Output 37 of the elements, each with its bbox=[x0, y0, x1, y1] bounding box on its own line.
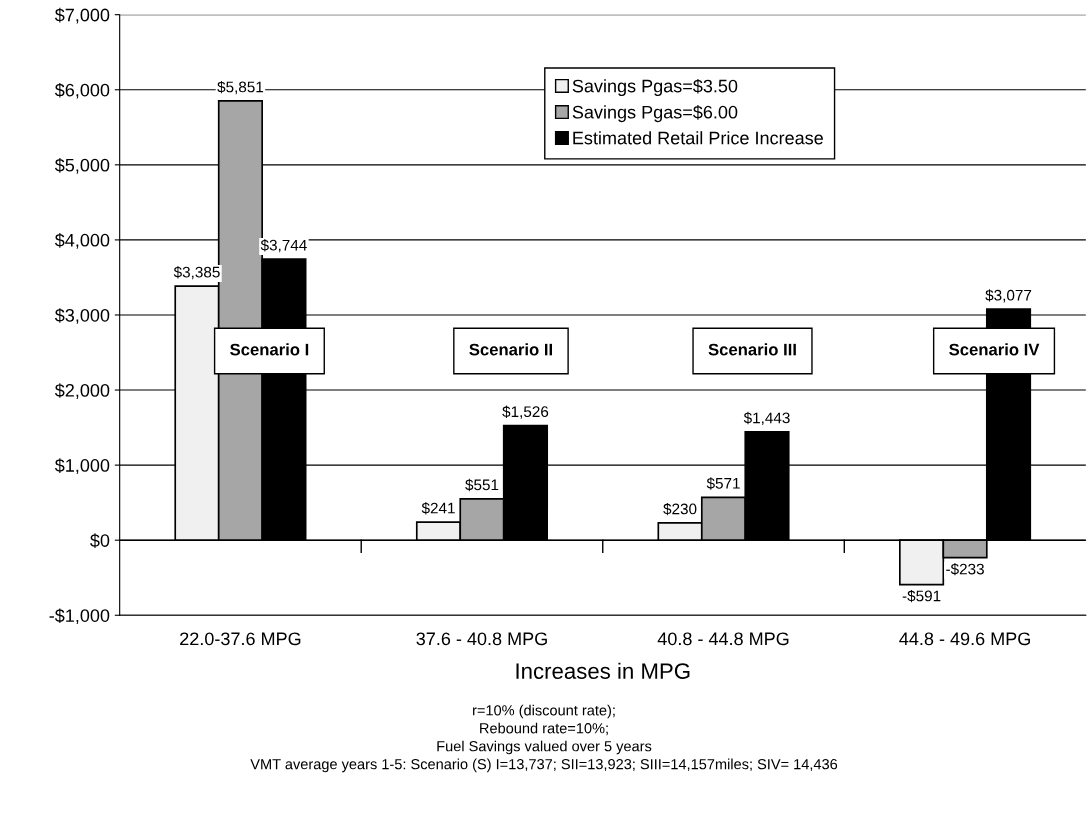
data-label: $230 bbox=[663, 502, 697, 516]
y-tick-label: $7,000 bbox=[54, 7, 110, 24]
data-label: $3,385 bbox=[173, 266, 220, 280]
legend-label: Savings Pgas=$3.50 bbox=[572, 78, 738, 96]
annotation: Scenario II bbox=[469, 343, 552, 356]
x-tick-label: 37.6 - 40.8 MPG bbox=[416, 632, 547, 646]
text: VMT average years 1-5: Scenario (S) I=13,737; SII=13,923; SIII=14,157miles; SIV= 14,436 bbox=[250, 758, 838, 773]
text: Rebound rate=10%; bbox=[480, 722, 608, 736]
data-label: $1,526 bbox=[502, 405, 549, 419]
legend-label: Estimated Retail Price Increase bbox=[573, 131, 823, 145]
data-label: $241 bbox=[421, 502, 455, 515]
x-tick-label: 40.8 - 44.8 MPG bbox=[657, 632, 789, 646]
text: r=10% (discount rate); bbox=[473, 704, 615, 719]
legend-label: Savings Pgas=$6.00 bbox=[572, 105, 738, 123]
y-tick-label: -$1,000 bbox=[49, 608, 110, 625]
y-tick-label: $3,000 bbox=[54, 308, 110, 324]
y-tick-label: $2,000 bbox=[54, 383, 110, 399]
x-axis-title: Increases in MPG bbox=[516, 662, 690, 679]
annotation: Scenario IV bbox=[949, 343, 1040, 356]
data-label: $3,077 bbox=[985, 289, 1032, 303]
annotation: Scenario III bbox=[708, 343, 796, 356]
data-label: $3,744 bbox=[260, 239, 307, 253]
data-label: $1,443 bbox=[743, 411, 790, 426]
data-label: $5,851 bbox=[217, 80, 264, 95]
annotation: Scenario I bbox=[230, 343, 309, 356]
text: Fuel Savings valued over 5 years bbox=[437, 740, 652, 755]
x-tick-label: 22.0-37.6 MPG bbox=[180, 632, 301, 646]
data-label: $571 bbox=[706, 477, 740, 490]
data-label: -$591 bbox=[902, 589, 941, 603]
y-tick-label: $5,000 bbox=[54, 158, 110, 174]
y-tick-label: $4,000 bbox=[54, 233, 110, 249]
data-label: -$233 bbox=[946, 563, 984, 576]
y-tick-label: $0 bbox=[90, 533, 110, 548]
y-tick-label: $1,000 bbox=[54, 458, 110, 474]
x-tick-label: 44.8 - 49.6 MPG bbox=[899, 632, 1030, 646]
data-label: $551 bbox=[465, 478, 499, 492]
y-tick-label: $6,000 bbox=[54, 82, 110, 99]
